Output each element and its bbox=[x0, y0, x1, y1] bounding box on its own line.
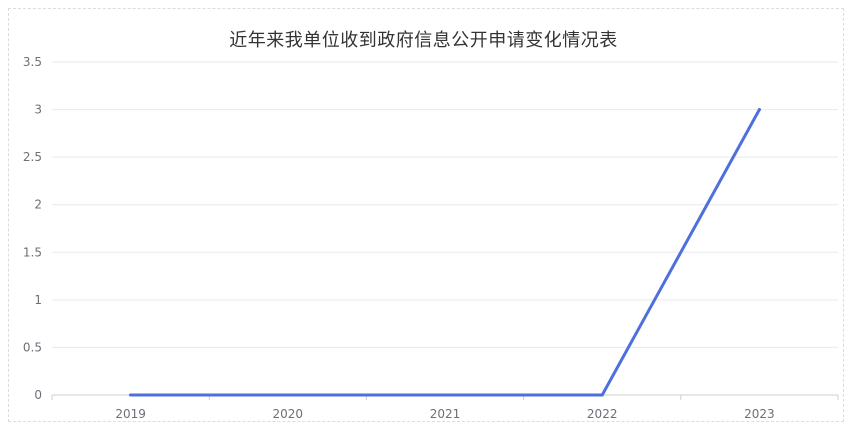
y-tick-label: 1.5 bbox=[23, 245, 42, 259]
y-tick-label: 0 bbox=[34, 388, 42, 402]
x-tick-label: 2020 bbox=[273, 407, 304, 421]
y-tick-label: 2.5 bbox=[23, 150, 42, 164]
chart-frame bbox=[8, 8, 844, 422]
grid-lines bbox=[52, 61, 838, 348]
y-tick-label: 3.5 bbox=[23, 55, 42, 69]
data-point[interactable] bbox=[129, 393, 133, 397]
y-tick-label: 1 bbox=[34, 293, 42, 307]
y-axis: 0 0.5 1 1.5 2 2.5 3 3.5 bbox=[23, 55, 42, 402]
y-tick-label: 3 bbox=[34, 103, 42, 117]
x-tick-label: 2021 bbox=[430, 407, 461, 421]
x-tick-label: 2022 bbox=[587, 407, 618, 421]
x-tick-label: 2019 bbox=[115, 407, 146, 421]
series-layer bbox=[129, 108, 761, 397]
chart-title: 近年来我单位收到政府信息公开申请变化情况表 bbox=[229, 30, 618, 51]
y-tick-label: 2 bbox=[34, 198, 42, 212]
data-point[interactable] bbox=[443, 393, 447, 397]
data-point[interactable] bbox=[286, 393, 290, 397]
data-point[interactable] bbox=[757, 108, 761, 112]
data-point[interactable] bbox=[600, 393, 604, 397]
x-tick-label: 2023 bbox=[744, 407, 775, 421]
y-tick-label: 0.5 bbox=[23, 340, 42, 354]
x-axis: 2019 2020 2021 2022 2023 bbox=[51, 394, 839, 421]
